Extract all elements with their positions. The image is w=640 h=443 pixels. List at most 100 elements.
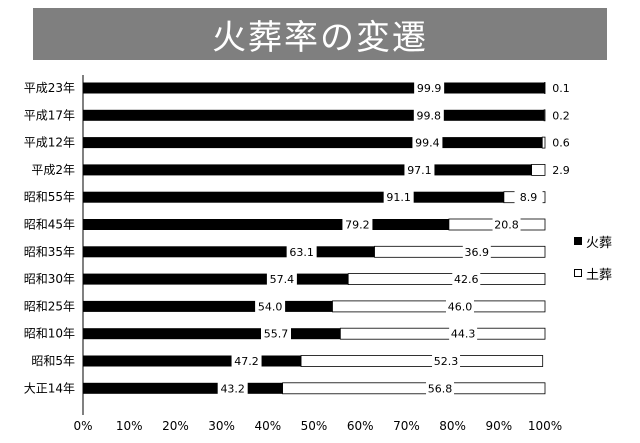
data-label-burial: 52.3: [434, 355, 459, 368]
data-label-cremation: 54.0: [258, 300, 283, 313]
bar-cremation: [83, 137, 543, 149]
data-label-cremation: 43.2: [220, 382, 245, 395]
category-label: 平成12年: [24, 136, 75, 150]
bar-burial: [543, 109, 546, 122]
data-label-bg-burial: [445, 299, 474, 314]
legend-label-burial: 土葬: [586, 267, 613, 283]
data-label-bg-cremation: [414, 81, 445, 95]
bar-burial: [374, 245, 546, 258]
data-label-cremation: 47.2: [234, 355, 259, 368]
data-label-bg-burial: [547, 81, 575, 95]
category-label: 平成17年: [24, 108, 75, 122]
legend-swatch-cremation: [574, 237, 582, 245]
category-label: 昭和30年: [24, 272, 75, 286]
category-label: 昭和45年: [24, 218, 75, 232]
x-tick-label: 70%: [393, 419, 420, 433]
x-tick-label: 20%: [162, 419, 189, 433]
data-label-bg-cremation: [413, 108, 444, 123]
data-label-bg-cremation: [261, 326, 292, 341]
data-label-bg-burial: [547, 135, 575, 150]
category-label: 大正14年: [24, 381, 75, 395]
bar-cremation: [83, 246, 375, 258]
data-label-burial: 56.8: [428, 382, 453, 395]
bar-burial: [339, 327, 546, 340]
legend-item-cremation: 火葬: [574, 230, 634, 252]
data-label-burial: 0.1: [552, 82, 570, 95]
data-label-bg-cremation: [383, 190, 414, 205]
data-label-bg-cremation: [404, 162, 435, 177]
data-label-bg-burial: [462, 244, 491, 259]
x-tick-label: 60%: [347, 419, 374, 433]
data-label-burial: 2.9: [552, 164, 570, 177]
category-label: 平成23年: [24, 81, 75, 95]
data-label-bg-cremation: [255, 299, 286, 314]
data-label-cremation: 99.8: [417, 109, 442, 122]
bar-burial: [544, 82, 546, 94]
data-label-cremation: 55.7: [264, 328, 289, 341]
legend-swatch-burial: [574, 269, 582, 277]
bar-cremation: [83, 355, 302, 367]
category-label: 平成2年: [31, 163, 75, 177]
chart-title-bar: 火葬率の変遷: [33, 8, 607, 60]
bar-cremation: [83, 109, 545, 121]
data-label-cremation: 99.4: [415, 137, 440, 150]
data-label-cremation: 99.9: [417, 82, 442, 95]
data-label-cremation: 57.4: [270, 273, 295, 286]
chart-title: 火葬率の変遷: [212, 17, 428, 58]
data-label-bg-cremation: [412, 135, 443, 150]
category-label: 昭和25年: [24, 299, 75, 313]
data-label-burial: 46.0: [448, 300, 473, 313]
bar-cremation: [83, 82, 545, 94]
data-label-bg-cremation: [266, 272, 297, 287]
bar-cremation: [83, 382, 283, 394]
chart-legend: 火葬 土葬: [574, 230, 634, 294]
category-label: 昭和10年: [24, 327, 75, 341]
data-label-bg-burial: [547, 108, 575, 123]
data-label-burial: 20.8: [494, 219, 519, 232]
data-label-burial: 8.9: [520, 191, 538, 204]
x-tick-label: 0%: [73, 419, 92, 433]
bar-burial: [282, 382, 546, 395]
data-label-bg-cremation: [231, 354, 262, 368]
bar-burial: [332, 300, 546, 313]
data-label-bg-cremation: [217, 381, 248, 396]
data-label-cremation: 79.2: [345, 219, 370, 232]
category-label: 昭和55年: [24, 190, 75, 204]
data-label-bg-burial: [426, 381, 455, 396]
data-label-burial: 0.6: [552, 137, 570, 150]
data-label-burial: 44.3: [451, 328, 476, 341]
bar-cremation: [83, 219, 449, 230]
data-label-bg-burial: [514, 190, 543, 205]
bar-burial: [347, 273, 546, 286]
data-label-bg-cremation: [286, 244, 317, 259]
bar-cremation: [83, 328, 341, 340]
x-tick-label: 40%: [254, 419, 281, 433]
bar-cremation: [83, 191, 504, 203]
x-tick-label: 30%: [208, 419, 235, 433]
data-label-burial: 0.2: [552, 109, 570, 122]
x-tick-label: 90%: [485, 419, 512, 433]
data-label-bg-burial: [449, 326, 478, 341]
data-label-cremation: 97.1: [407, 164, 432, 177]
data-label-cremation: 91.1: [386, 191, 411, 204]
category-label: 昭和35年: [24, 245, 75, 259]
bar-cremation: [83, 273, 349, 285]
data-label-bg-burial: [547, 162, 575, 177]
bar-burial: [531, 163, 546, 176]
bar-burial: [541, 136, 546, 149]
legend-label-cremation: 火葬: [586, 235, 613, 251]
data-label-burial: 42.6: [454, 273, 479, 286]
x-tick-label: 100%: [528, 419, 562, 433]
bar-cremation: [83, 164, 532, 176]
data-label-bg-burial: [432, 354, 461, 368]
x-tick-label: 80%: [439, 419, 466, 433]
x-tick-label: 10%: [116, 419, 143, 433]
data-label-cremation: 63.1: [289, 246, 314, 259]
data-label-burial: 36.9: [465, 246, 490, 259]
data-label-bg-burial: [452, 272, 481, 287]
data-label-bg-cremation: [342, 217, 373, 232]
data-label-bg-burial: [492, 217, 521, 232]
category-label: 昭和5年: [31, 354, 75, 368]
x-tick-label: 50%: [301, 419, 328, 433]
